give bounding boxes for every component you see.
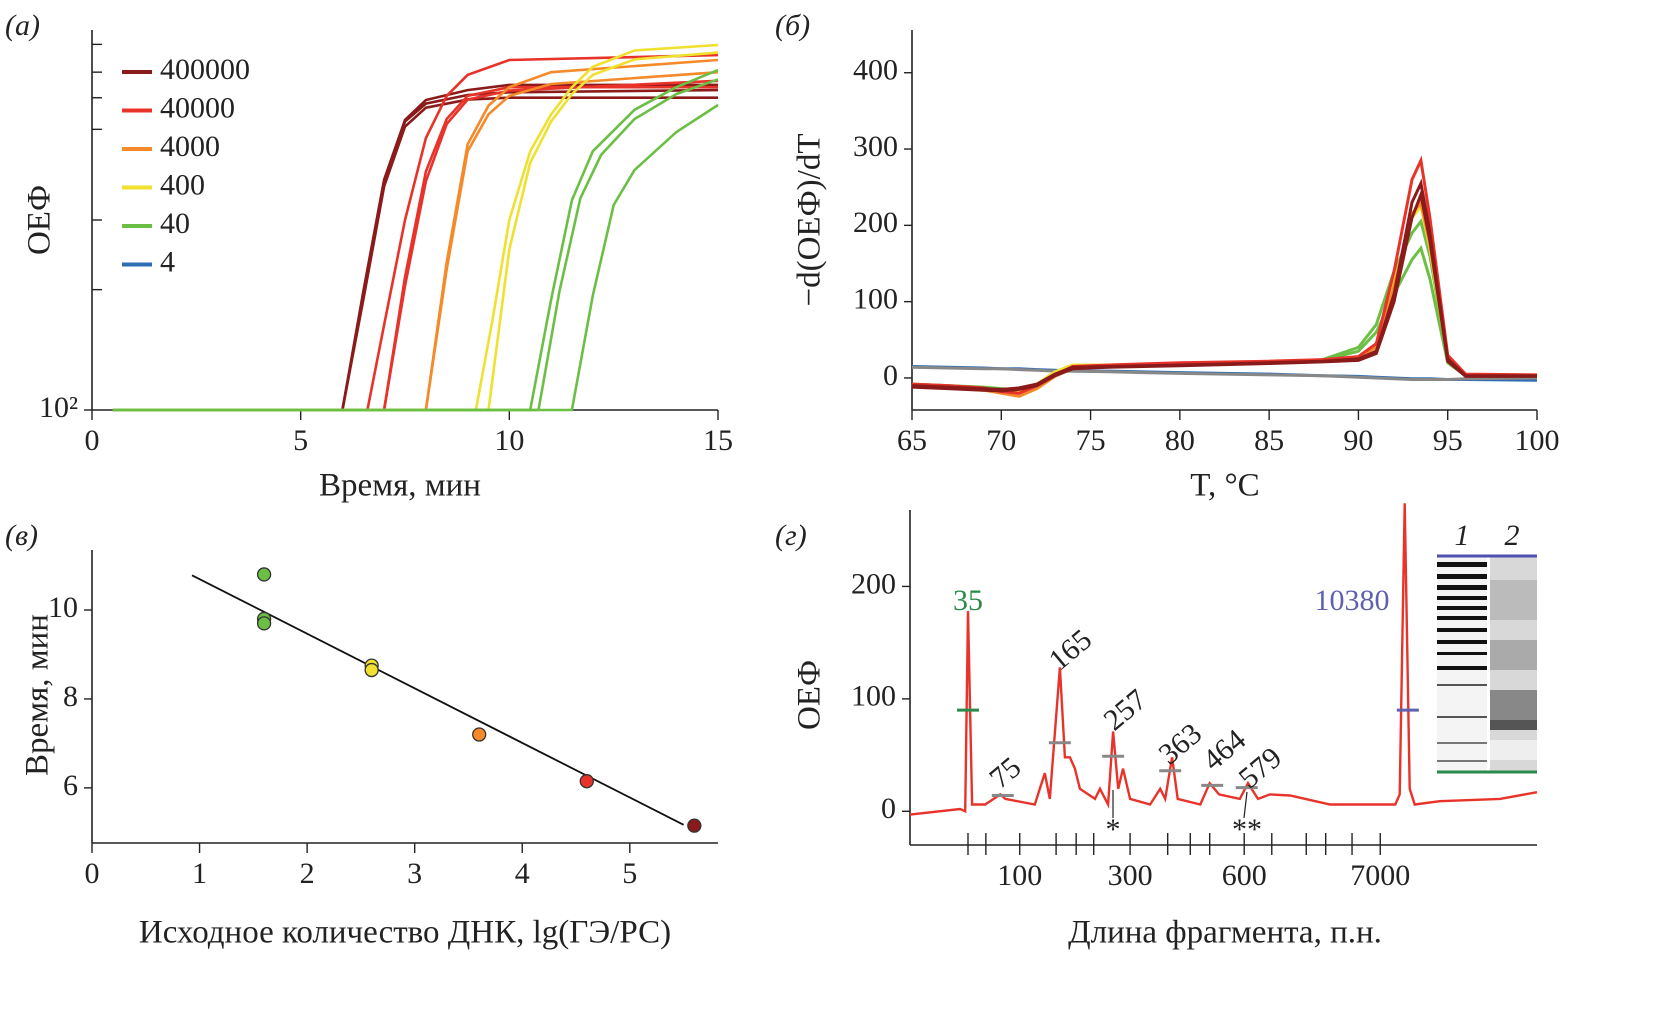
lane-label: 2 bbox=[1505, 519, 1520, 552]
y-tick-label: 200 bbox=[851, 567, 896, 600]
gel-lane bbox=[1437, 556, 1487, 773]
curve bbox=[112, 53, 719, 412]
x-tick-label: 5 bbox=[293, 424, 308, 457]
x-tick-label: 95 bbox=[1433, 424, 1463, 457]
point bbox=[256, 567, 272, 582]
x-tick-label: 3 bbox=[407, 857, 422, 890]
y-axis-title: Время, мин bbox=[20, 614, 56, 776]
x-tick-label: 2 bbox=[300, 857, 315, 890]
curve bbox=[112, 103, 719, 412]
x-tick-label: 7000 bbox=[1350, 859, 1410, 892]
x-tick-label: 15 bbox=[703, 424, 733, 457]
x-tick-label: 10 bbox=[494, 424, 524, 457]
peak-label: 75 bbox=[983, 751, 1027, 796]
curve bbox=[112, 68, 719, 412]
peak-label: 35 bbox=[953, 584, 983, 617]
y-axis-title: ОЕФ bbox=[22, 185, 58, 255]
gel-inset: 1 2 bbox=[1437, 519, 1537, 774]
x-axis-title: T, °C bbox=[1190, 468, 1259, 504]
peak-label: 257 bbox=[1097, 683, 1153, 737]
point bbox=[364, 662, 379, 678]
x-tick-label: 300 bbox=[1108, 859, 1153, 892]
x-tick-label: 65 bbox=[897, 424, 927, 457]
point bbox=[256, 616, 272, 631]
curve bbox=[911, 155, 1538, 395]
point bbox=[472, 727, 487, 742]
curve bbox=[911, 178, 1537, 391]
x-tick-label: 5 bbox=[622, 857, 637, 890]
peak-label: ** bbox=[1232, 813, 1262, 846]
panel-label: (б) bbox=[775, 9, 810, 42]
y-tick-label: 300 bbox=[853, 130, 898, 163]
gel-smear bbox=[1490, 580, 1537, 760]
point bbox=[687, 818, 702, 833]
peak-label: 10380 bbox=[1315, 584, 1390, 617]
x-axis-title: Исходное количество ДНК, lg(ГЭ/РС) bbox=[139, 915, 671, 951]
curve bbox=[112, 43, 719, 412]
legend-label: 4 bbox=[160, 245, 175, 278]
y-tick-label: 0 bbox=[883, 359, 898, 392]
y-tick-label: 100 bbox=[853, 283, 898, 316]
x-tick-label: 70 bbox=[986, 424, 1016, 457]
peak-label: * bbox=[1106, 813, 1121, 846]
panel-label: (г) bbox=[775, 519, 807, 552]
curve bbox=[112, 70, 719, 412]
trace bbox=[909, 503, 1538, 816]
peak-label: 363 bbox=[1152, 717, 1208, 771]
y-tick-label: 8 bbox=[63, 680, 78, 713]
peak-label: 165 bbox=[1042, 623, 1098, 677]
y-tick-label: 400 bbox=[853, 54, 898, 87]
y-axis-title: ОЕФ bbox=[792, 660, 828, 730]
curve bbox=[112, 51, 719, 412]
leader-line bbox=[1243, 791, 1248, 819]
y-tick-label: 0 bbox=[881, 792, 896, 825]
point bbox=[579, 774, 594, 789]
x-tick-label: 600 bbox=[1222, 859, 1267, 892]
curve bbox=[112, 78, 719, 412]
y-tick-label: 10² bbox=[39, 391, 78, 424]
legend-label: 400 bbox=[160, 168, 205, 201]
x-axis-title: Длина фрагмента, п.н. bbox=[1068, 915, 1382, 951]
y-axis-title: −d(ОЕФ)/dT bbox=[792, 134, 828, 307]
x-tick-label: 75 bbox=[1076, 424, 1106, 457]
x-tick-label: 85 bbox=[1254, 424, 1284, 457]
panel-label: (в) bbox=[5, 519, 38, 552]
y-tick-label: 10 bbox=[48, 591, 78, 624]
fit-line bbox=[191, 574, 685, 826]
gel-bands bbox=[1437, 562, 1487, 762]
y-tick-label: 100 bbox=[851, 680, 896, 713]
legend-label: 400000 bbox=[160, 53, 250, 86]
curve bbox=[911, 198, 1538, 398]
legend-label: 40000 bbox=[160, 91, 235, 124]
x-tick-label: 4 bbox=[515, 857, 530, 890]
y-tick-label: 6 bbox=[63, 769, 78, 802]
legend-label: 40 bbox=[160, 207, 190, 240]
y-tick-label: 200 bbox=[853, 206, 898, 239]
x-tick-label: 0 bbox=[85, 857, 100, 890]
curve bbox=[911, 365, 1538, 381]
curve bbox=[911, 218, 1538, 394]
x-tick-label: 100 bbox=[997, 859, 1042, 892]
x-axis-title: Время, мин bbox=[319, 468, 481, 504]
x-tick-label: 1 bbox=[192, 857, 207, 890]
lane-label: 1 bbox=[1455, 519, 1470, 552]
x-tick-label: 100 bbox=[1515, 424, 1560, 457]
x-tick-label: 80 bbox=[1165, 424, 1195, 457]
x-tick-label: 0 bbox=[85, 424, 100, 457]
legend-label: 4000 bbox=[160, 130, 220, 163]
x-tick-label: 90 bbox=[1343, 424, 1373, 457]
panel-label: (а) bbox=[5, 9, 40, 42]
